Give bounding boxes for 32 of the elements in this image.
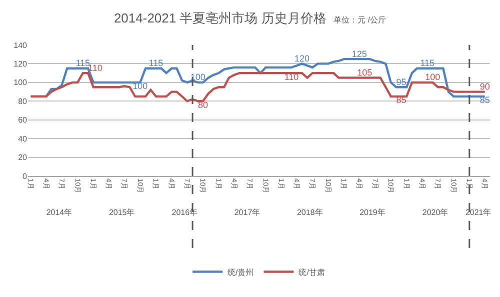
data-label: 120 xyxy=(294,53,310,64)
data-label: 100 xyxy=(425,72,440,82)
x2-tick-label: 2016年 xyxy=(172,208,198,217)
y-tick-label: 60 xyxy=(18,116,28,125)
data-label: 115 xyxy=(148,58,164,68)
y-tick-label: 100 xyxy=(14,78,28,88)
data-label: 95 xyxy=(396,76,406,87)
x2-tick-label: 2017年 xyxy=(234,208,260,217)
legend-label: 统/贵州 xyxy=(228,268,254,277)
data-label: 115 xyxy=(420,58,435,68)
data-label: 125 xyxy=(352,48,367,59)
data-label: 80 xyxy=(198,100,208,110)
x2-tick-label: 2019年 xyxy=(360,208,386,217)
x2-tick-label: 2014年 xyxy=(46,208,72,217)
x2-tick-label: 2018年 xyxy=(296,208,323,217)
data-label: 115 xyxy=(76,58,90,68)
x2-tick-label: 2020年 xyxy=(422,208,448,217)
y-tick-label: 40 xyxy=(18,134,28,144)
data-label: 90 xyxy=(480,82,490,92)
y-tick-label: 140 xyxy=(14,40,28,50)
chart-title: 2014-2021 半夏亳州市场 历史月价格 xyxy=(114,10,326,26)
data-label: 110 xyxy=(88,62,102,73)
y-tick-label: 0 xyxy=(22,172,28,181)
x2-tick-label: 2021年 xyxy=(465,208,492,217)
legend-label: 统/甘肃 xyxy=(298,268,325,277)
y-tick-label: 80 xyxy=(18,96,28,106)
chart-subtitle: 单位：元 /公斤 xyxy=(334,15,386,24)
data-label: 105 xyxy=(357,68,372,78)
y-tick-label: 120 xyxy=(14,60,28,69)
y-tick-label: 20 xyxy=(18,153,28,162)
x2-tick-label: 2015年 xyxy=(108,208,135,217)
data-label: 110 xyxy=(284,72,299,82)
